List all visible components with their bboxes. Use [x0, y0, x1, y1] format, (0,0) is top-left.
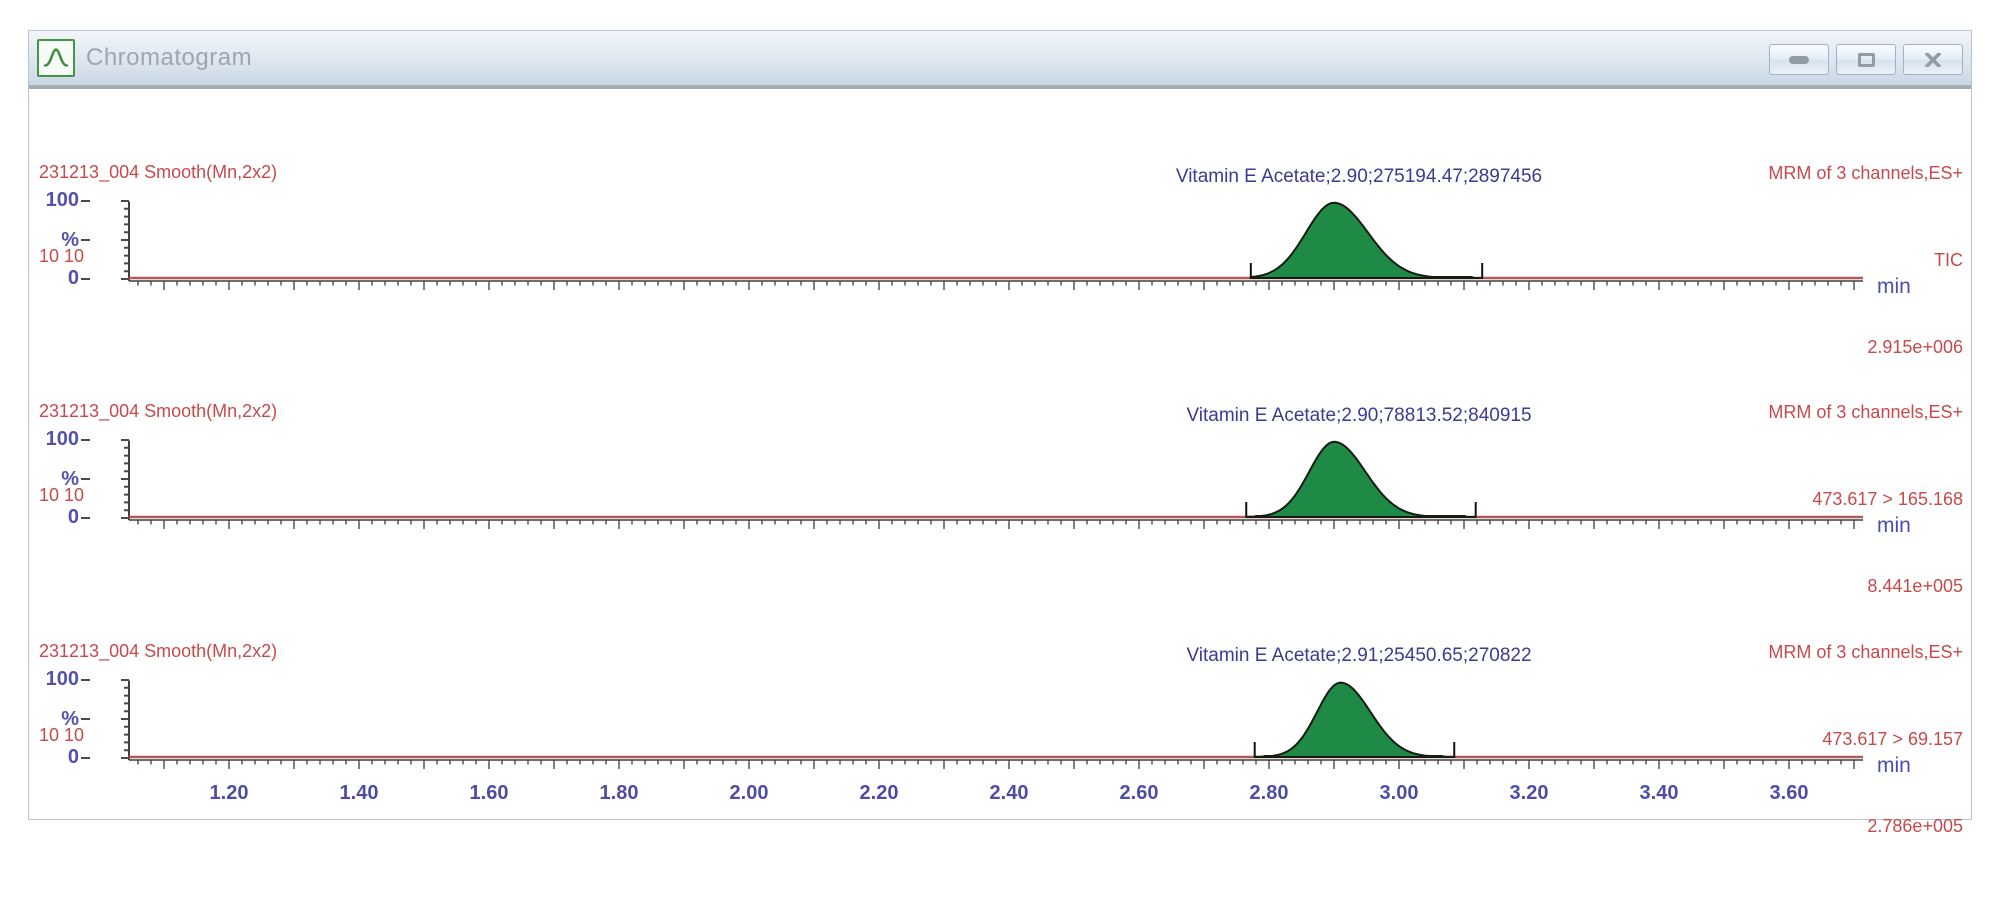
y-axis-unit: %: [61, 468, 79, 490]
panel-header-right: MRM of 3 channels,ES+ TIC 2.915e+006: [1768, 101, 1963, 420]
x-tick-label: 1.60: [469, 782, 509, 804]
sample-info: 231213_004 Smooth(Mn,2x2): [39, 641, 278, 661]
acquisition-mode: MRM of 3 channels,ES+: [1768, 402, 1963, 422]
x-tick-label: 2.40: [989, 782, 1029, 804]
chromatogram-plot: [81, 439, 1863, 529]
x-tick-label: 1.40: [339, 782, 379, 804]
chromatogram-panel-quantifier: 231213_004 Smooth(Mn,2x2) 10 10 MRM of 3…: [29, 342, 1971, 596]
restore-button[interactable]: [1836, 44, 1896, 75]
x-tick-label: 3.60: [1769, 782, 1809, 804]
x-axis-unit: min: [1877, 275, 1911, 298]
chromatogram-plot: [81, 200, 1863, 290]
chromatogram-window: Chromatogram 231213_004 Smooth(Mn,2x2) 1…: [28, 30, 1972, 836]
chromatogram-peak-icon: [37, 39, 75, 77]
y-axis-label-100: 100: [45, 189, 79, 211]
y-axis-label-100: 100: [45, 428, 79, 450]
panel-header-right: MRM of 3 channels,ES+ 473.617 > 69.157 2…: [1768, 580, 1963, 899]
panel-header-left: 231213_004 Smooth(Mn,2x2) 10 10: [39, 341, 277, 565]
x-tick-label: 2.00: [729, 782, 769, 804]
intensity-scale: 2.786e+005: [1867, 816, 1963, 836]
close-button[interactable]: [1903, 44, 1963, 75]
peak-annotation: Vitamin E Acetate;2.90;78813.52;840915: [1186, 405, 1532, 426]
peak-annotation: Vitamin E Acetate;2.91;25450.65;270822: [1186, 645, 1532, 666]
y-axis-label-100: 100: [45, 668, 79, 690]
y-axis-label-0: 0: [67, 267, 79, 289]
x-axis-tick-labels: 1.20 1.40 1.60 1.80 2.00 2.20 2.40 2.60 2.80 3.00…: [29, 781, 1971, 805]
x-axis-unit: min: [1877, 754, 1911, 777]
intensity-scale: 2.915e+006: [1867, 337, 1963, 357]
channel-label: 473.617 > 69.157: [1822, 729, 1963, 749]
x-tick-label: 2.20: [859, 782, 899, 804]
chromatogram-panel-qualifier: 231213_004 Smooth(Mn,2x2) 10 10 MRM of 3…: [29, 582, 1971, 836]
scan-info: 10 10: [39, 725, 85, 745]
acquisition-mode: MRM of 3 channels,ES+: [1768, 642, 1963, 662]
panel-header-left: 231213_004 Smooth(Mn,2x2) 10 10: [39, 581, 277, 805]
chromatogram-plot: [81, 679, 1863, 769]
peak-annotation: Vitamin E Acetate;2.90;275194.47;2897456: [1175, 166, 1543, 187]
chromatogram-panel-tic: 231213_004 Smooth(Mn,2x2) 10 10 MRM of 3…: [29, 103, 1971, 357]
y-axis-label-0: 0: [67, 506, 79, 528]
y-axis-unit: %: [61, 708, 79, 730]
sample-info: 231213_004 Smooth(Mn,2x2): [39, 401, 278, 421]
minimize-button[interactable]: [1769, 44, 1829, 75]
channel-label: 473.617 > 165.168: [1812, 489, 1963, 509]
close-icon: [1925, 52, 1941, 67]
channel-label: TIC: [1934, 250, 1963, 270]
minimize-icon: [1789, 55, 1809, 64]
x-tick-label: 1.20: [209, 782, 249, 804]
x-tick-label: 2.80: [1249, 782, 1289, 804]
y-axis-label-0: 0: [67, 746, 79, 768]
scan-info: 10 10: [39, 246, 85, 266]
titlebar[interactable]: Chromatogram: [29, 31, 1971, 89]
x-tick-label: 1.80: [599, 782, 639, 804]
x-axis-unit: min: [1877, 514, 1911, 537]
x-tick-label: 3.20: [1509, 782, 1549, 804]
x-tick-label: 3.00: [1379, 782, 1419, 804]
intensity-scale: 8.441e+005: [1867, 576, 1963, 596]
x-tick-label: 2.60: [1119, 782, 1159, 804]
sample-info: 231213_004 Smooth(Mn,2x2): [39, 162, 278, 182]
panel-header-left: 231213_004 Smooth(Mn,2x2) 10 10: [39, 102, 277, 326]
restore-icon: [1857, 52, 1875, 67]
panel-header-right: MRM of 3 channels,ES+ 473.617 > 165.168 …: [1768, 340, 1963, 659]
y-axis-unit: %: [61, 229, 79, 251]
acquisition-mode: MRM of 3 channels,ES+: [1768, 163, 1963, 183]
window-title: Chromatogram: [86, 44, 253, 71]
scan-info: 10 10: [39, 485, 85, 505]
x-tick-label: 3.40: [1639, 782, 1679, 804]
